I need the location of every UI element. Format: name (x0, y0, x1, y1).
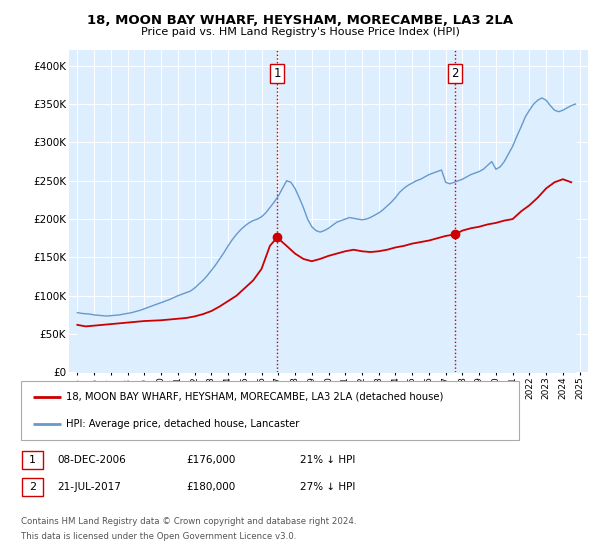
Text: 1: 1 (274, 67, 281, 80)
Text: 1: 1 (29, 455, 36, 465)
Text: 2: 2 (29, 482, 36, 492)
Text: 27% ↓ HPI: 27% ↓ HPI (300, 482, 355, 492)
Text: 2: 2 (451, 67, 458, 80)
Text: 18, MOON BAY WHARF, HEYSHAM, MORECAMBE, LA3 2LA: 18, MOON BAY WHARF, HEYSHAM, MORECAMBE, … (87, 14, 513, 27)
Text: £176,000: £176,000 (186, 455, 235, 465)
Text: HPI: Average price, detached house, Lancaster: HPI: Average price, detached house, Lanc… (66, 419, 299, 429)
Text: 21-JUL-2017: 21-JUL-2017 (57, 482, 121, 492)
Text: £180,000: £180,000 (186, 482, 235, 492)
Text: This data is licensed under the Open Government Licence v3.0.: This data is licensed under the Open Gov… (21, 532, 296, 541)
Text: Contains HM Land Registry data © Crown copyright and database right 2024.: Contains HM Land Registry data © Crown c… (21, 517, 356, 526)
Text: 18, MOON BAY WHARF, HEYSHAM, MORECAMBE, LA3 2LA (detached house): 18, MOON BAY WHARF, HEYSHAM, MORECAMBE, … (66, 391, 443, 402)
Text: Price paid vs. HM Land Registry's House Price Index (HPI): Price paid vs. HM Land Registry's House … (140, 27, 460, 37)
Text: 21% ↓ HPI: 21% ↓ HPI (300, 455, 355, 465)
Text: 08-DEC-2006: 08-DEC-2006 (57, 455, 126, 465)
